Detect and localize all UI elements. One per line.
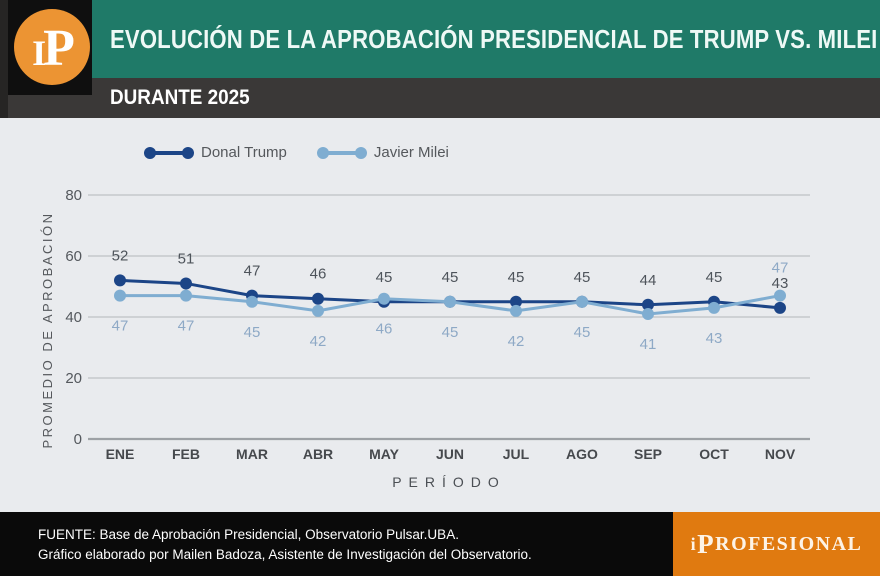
approval-line-chart: 80 60 40 20 0 PROMEDIO DE APROBACIÓN ENE FEB MAR…	[40, 187, 810, 490]
xtick-may: MAY	[369, 446, 399, 462]
milei-value-feb: 47	[178, 318, 195, 335]
trump-point-abr	[312, 292, 324, 305]
trump-point-jul	[510, 295, 522, 308]
chart-legend: Donal Trump Javier Milei	[144, 144, 449, 161]
xtick-feb: FEB	[172, 446, 200, 462]
milei-value-jul: 42	[508, 333, 525, 350]
trump-value-oct: 45	[706, 269, 723, 286]
trump-value-ene: 52	[112, 247, 129, 264]
subtitle-bar: DURANTE 2025	[8, 78, 880, 118]
milei-point-oct	[708, 301, 720, 314]
trump-point-nov	[774, 301, 786, 314]
trump-value-feb: 51	[178, 250, 195, 267]
trump-value-jun: 45	[442, 269, 459, 286]
milei-value-sep: 41	[640, 336, 657, 353]
milei-point-jun	[444, 295, 456, 308]
xtick-ago: AGO	[566, 446, 598, 462]
chart-area: Donal Trump Javier Milei 80 60 40 20 0 PROMED…	[0, 118, 880, 512]
xtick-ene: ENE	[106, 446, 135, 462]
trump-value-jul: 45	[508, 269, 525, 286]
logo-letter-p: P	[43, 20, 75, 77]
trump-point-ene	[114, 274, 126, 287]
legend-label-milei: Javier Milei	[373, 144, 449, 161]
milei-line-swatch	[316, 146, 367, 159]
milei-value-nov: 47	[772, 260, 789, 277]
ytick-0: 0	[74, 431, 82, 448]
trump-value-mar: 47	[244, 263, 261, 280]
legend-item-trump: Donal Trump	[144, 144, 287, 161]
milei-point-may	[378, 292, 390, 305]
milei-value-jun: 45	[442, 324, 459, 341]
milei-point-nov	[774, 289, 786, 302]
source-line2: Gráfico elaborado por Mailen Badoza, Asi…	[38, 547, 532, 562]
legend-label-trump: Donal Trump	[201, 144, 287, 161]
milei-point-jul	[510, 304, 522, 317]
xtick-mar: MAR	[236, 446, 268, 462]
ytick-80: 80	[65, 187, 82, 204]
y-axis-title: PROMEDIO DE APROBACIÓN	[40, 211, 55, 448]
logo-box: IP	[8, 0, 92, 95]
milei-point-feb	[180, 289, 192, 302]
milei-value-may: 46	[376, 321, 393, 338]
title-bar: EVOLUCIÓN DE LA APROBACIÓN PRESIDENCIAL …	[8, 0, 880, 78]
ytick-60: 60	[65, 248, 82, 265]
milei-point-ago	[576, 295, 588, 308]
trump-line-swatch	[144, 146, 194, 159]
xtick-jun: JUN	[436, 446, 464, 462]
trump-value-sep: 44	[640, 272, 657, 289]
source-line1: FUENTE: Base de Aprobación Presidencial,…	[38, 527, 459, 542]
trump-point-sep	[642, 298, 654, 311]
milei-point-ene	[114, 289, 126, 302]
ytick-40: 40	[65, 309, 82, 326]
xtick-abr: ABR	[303, 446, 333, 462]
brand-block: i P ROFESIONAL	[673, 512, 880, 576]
page-title: EVOLUCIÓN DE LA APROBACIÓN PRESIDENCIAL …	[110, 24, 878, 54]
header: EVOLUCIÓN DE LA APROBACIÓN PRESIDENCIAL …	[0, 0, 880, 118]
brand-rest: ROFESIONAL	[715, 532, 863, 555]
milei-value-abr: 42	[310, 333, 327, 350]
logo-letter-i: I	[32, 33, 46, 73]
brand-letter-p: P	[697, 528, 716, 559]
x-axis-title: PERÍODO	[392, 474, 506, 490]
milei-value-ene: 47	[112, 318, 129, 335]
trump-value-ago: 45	[574, 269, 591, 286]
ip-logo: IP	[14, 9, 90, 85]
ytick-20: 20	[65, 370, 82, 387]
milei-value-oct: 43	[706, 330, 723, 347]
milei-value-mar: 45	[244, 324, 261, 341]
subtitle: DURANTE 2025	[110, 86, 250, 109]
xtick-sep: SEP	[634, 446, 662, 462]
brand-letter-i: i	[690, 533, 698, 554]
source-block: FUENTE: Base de Aprobación Presidencial,…	[0, 512, 673, 576]
milei-point-abr	[312, 304, 324, 317]
trump-value-abr: 46	[310, 266, 327, 283]
legend-item-milei: Javier Milei	[316, 144, 449, 161]
footer: FUENTE: Base de Aprobación Presidencial,…	[0, 512, 880, 576]
milei-point-sep	[642, 307, 654, 320]
xtick-jul: JUL	[503, 446, 530, 462]
milei-point-mar	[246, 295, 258, 308]
xtick-oct: OCT	[699, 446, 729, 462]
trump-point-feb	[180, 277, 192, 290]
trump-value-nov: 43	[772, 275, 789, 292]
trump-value-may: 45	[376, 269, 393, 286]
milei-value-ago: 45	[574, 324, 591, 341]
xtick-nov: NOV	[765, 446, 796, 462]
